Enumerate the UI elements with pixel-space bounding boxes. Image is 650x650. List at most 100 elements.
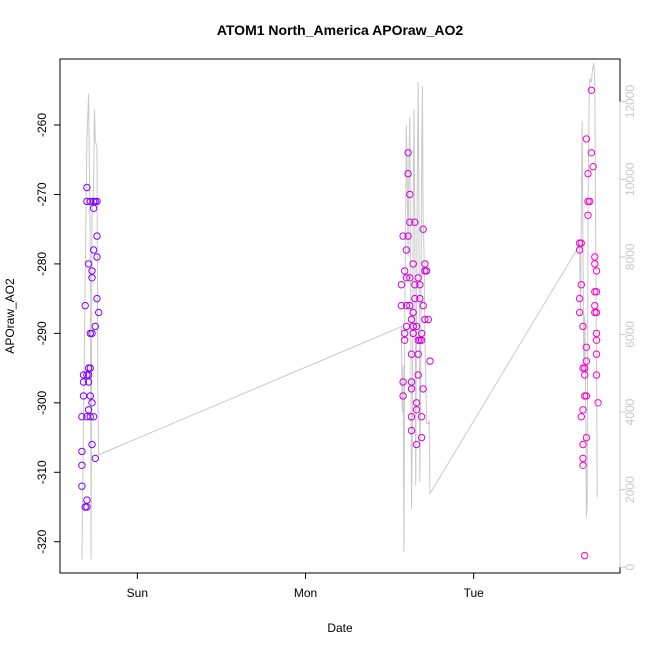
data-point-98 [426,357,434,365]
data-point-7 [81,301,89,310]
data-point-69 [409,308,417,317]
data-point-42 [397,281,406,289]
data-point-65 [407,413,416,421]
data-point-138 [592,308,601,317]
data-point-120 [582,135,591,143]
data-point-35 [91,322,100,331]
data-point-64 [407,350,416,358]
data-point-73 [411,294,419,303]
data-point-91 [419,301,427,310]
data-point-48 [401,329,409,338]
data-point-26 [88,274,96,282]
data-point-70 [409,260,417,268]
data-point-133 [592,329,601,338]
data-point-140 [592,288,601,296]
x-tick-label-0: Sun [127,586,148,600]
data-point-20 [86,392,95,400]
data-point-134 [592,336,601,344]
data-point-17 [84,371,93,379]
data-point-59 [406,301,414,310]
data-point-54 [404,232,412,240]
data-point-126 [587,149,596,157]
data-point-25 [88,267,96,275]
data-point-113 [581,364,589,372]
data-point-76 [412,440,421,449]
axes: Sun Mon Tue -320 -310 -300 -290 -280 -270 -260 0 20… [35,85,637,600]
data-point-124 [586,197,594,206]
y-axis-label: APOraw_AO2 [3,278,17,354]
data-point-51 [402,322,411,331]
data-point-40 [93,197,101,206]
data-point-3 [78,413,86,421]
y-tick-label-1: -310 [35,460,49,484]
data-point-41 [89,413,98,421]
data-point-56 [404,149,412,157]
data-point-88 [417,336,426,344]
data-point-77 [412,322,421,331]
data-point-92 [421,315,429,324]
data-point-10 [83,503,91,511]
data-point-128 [591,253,599,261]
data-point-103 [577,413,585,421]
data-point-53 [402,246,411,254]
data-point-139 [592,267,601,275]
data-point-89 [419,385,427,393]
data-point-95 [421,260,429,268]
y-tick-label-2: -300 [35,390,49,414]
data-point-61 [407,315,416,324]
data-point-44 [399,232,407,240]
data-point-71 [411,218,419,226]
x-tick-label-2: Tue [464,586,485,600]
data-point-58 [406,218,414,226]
data-point-87 [417,433,426,442]
data-point-137 [594,399,602,407]
data-point-102 [575,246,584,254]
data-point-43 [397,301,406,310]
data-point-110 [579,440,587,449]
data-point-52 [402,301,411,310]
data-point-18 [84,378,93,386]
data-point-86 [417,413,426,421]
data-point-0 [78,482,86,490]
x-axis-label: Date [327,621,353,635]
data-point-57 [406,190,414,199]
data-point-39 [95,308,103,317]
y2-tick-label-0: 0 [623,564,637,571]
data-point-68 [409,329,417,338]
data-point-106 [579,322,587,331]
data-point-135 [592,350,601,358]
data-point-75 [412,406,421,414]
data-point-9 [83,496,91,504]
plot-frame [59,58,621,574]
data-point-29 [88,329,96,338]
data-point-122 [584,169,592,178]
y-tick-label-4: -280 [35,252,49,276]
data-point-2 [78,447,86,456]
data-point-109 [579,454,587,463]
y2-tick-label-2: 4000 [623,398,637,425]
data-point-118 [582,343,591,351]
data-point-136 [592,371,601,379]
data-point-37 [93,232,101,240]
data-point-60 [406,274,414,282]
y-tick-label-5: -270 [35,182,49,206]
data-point-125 [587,86,596,95]
data-point-28 [88,440,96,449]
plot-marks [78,62,602,560]
data-point-90 [419,225,427,233]
data-point-112 [581,551,589,560]
data-point-24 [86,364,95,372]
data-point-34 [91,454,100,463]
y2-tick-label-6: 12000 [623,85,637,119]
y-tick-label-3: -290 [35,321,49,345]
data-point-78 [414,350,422,358]
data-point-66 [407,426,416,435]
chart-title: ATOM1 North_America APOraw_AO2 [217,22,464,38]
data-point-97 [424,315,432,324]
data-point-27 [88,399,96,407]
data-point-84 [416,281,424,289]
data-point-19 [84,406,93,414]
data-point-5 [79,378,88,386]
data-point-131 [591,301,599,310]
